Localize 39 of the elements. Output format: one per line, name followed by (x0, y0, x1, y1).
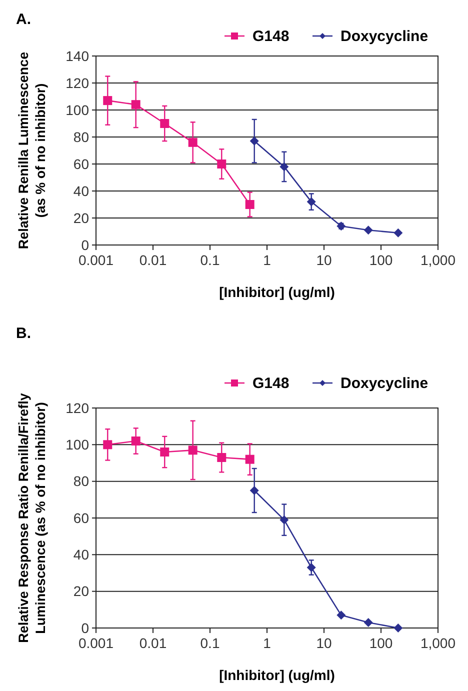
x-tick-label: 0.01 (139, 635, 167, 651)
y-tick-label: 80 (73, 128, 90, 145)
y-tick-label: 100 (66, 436, 90, 453)
y-tick-label: 20 (73, 210, 90, 226)
y-tick-label: 20 (73, 583, 90, 600)
y-tick-label: 120 (66, 74, 90, 91)
chart-title: A. (16, 11, 31, 28)
x-axis-title: [Inhibitor] (ug/ml) (219, 284, 335, 300)
y-axis-title: Relative Response Ratio Renilla/Firefly Luminescence (as % of no inhibitor) (16, 392, 48, 643)
legend-label: G148 (252, 28, 290, 45)
x-tick-label: 0.1 (200, 635, 220, 651)
y-tick-label: 100 (66, 102, 90, 118)
y-tick-label: 120 (66, 400, 90, 416)
y-tick-label: 60 (73, 156, 90, 172)
x-tick-label: 1 (263, 635, 272, 651)
y-tick-label: 0 (81, 620, 90, 636)
x-tick-label: 10 (316, 252, 332, 268)
y-axis-title: Relative Renilla Luminescence (as % of no inhibitor) (16, 51, 48, 250)
legend-label: G148 (252, 375, 290, 392)
x-tick-label: 1,000 (420, 252, 456, 268)
x-tick-label: 0.01 (139, 252, 167, 268)
x-tick-label: 1,000 (420, 635, 456, 651)
x-tick-label: 10 (316, 635, 332, 651)
x-tick-label: 0.001 (78, 635, 114, 651)
legend-label: Doxycycline (340, 28, 428, 45)
x-tick-label: 0.001 (78, 252, 114, 268)
y-tick-label: 60 (73, 510, 90, 526)
y-tick-label: 80 (73, 473, 90, 490)
y-tick-label: 140 (66, 48, 90, 64)
legend-label: Doxycycline (340, 375, 428, 392)
y-tick-label: 40 (73, 182, 90, 199)
x-tick-label: 100 (369, 252, 393, 268)
x-axis-title: [Inhibitor] (ug/ml) (219, 667, 335, 683)
chart-title: B. (16, 325, 31, 342)
x-tick-label: 1 (263, 252, 272, 268)
y-tick-label: 0 (81, 236, 90, 253)
x-tick-label: 100 (369, 635, 393, 651)
y-tick-label: 40 (73, 546, 90, 563)
x-tick-label: 0.1 (200, 252, 220, 268)
